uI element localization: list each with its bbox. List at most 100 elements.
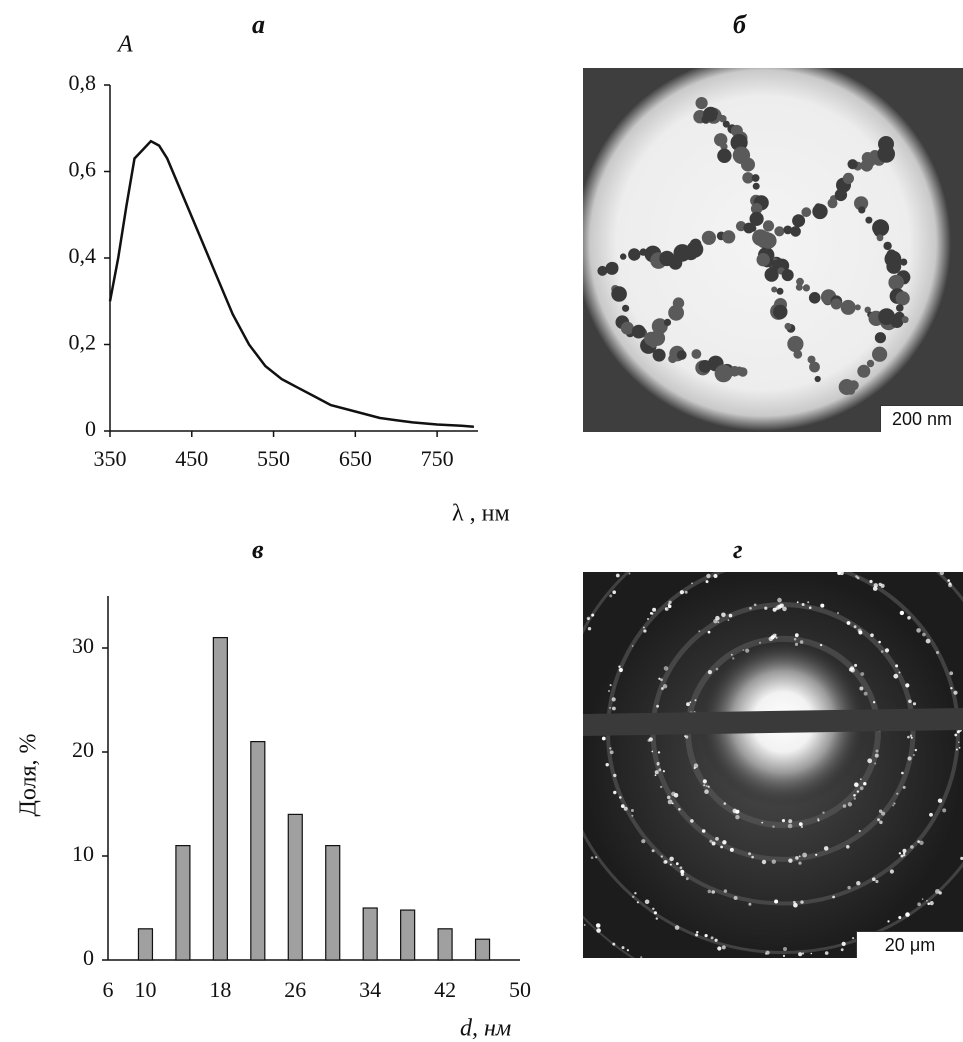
diffraction-spot <box>634 892 637 895</box>
diffraction-spot <box>596 928 601 933</box>
diffraction-spot <box>867 758 873 764</box>
nanoparticle <box>809 361 820 373</box>
diffraction-spot <box>852 937 855 940</box>
diffraction-spot <box>898 671 901 674</box>
diffraction-spot <box>655 917 658 920</box>
diffraction-spot <box>782 954 786 957</box>
diffraction-spot <box>621 946 625 950</box>
diffraction-spot <box>853 797 856 800</box>
diffraction-spot <box>695 933 699 937</box>
scale-bar-200nm: 200 nm <box>880 405 963 432</box>
diffraction-spot <box>714 938 718 942</box>
diffraction-spot <box>685 735 689 739</box>
nanoparticle <box>651 318 668 335</box>
nanoparticle <box>717 148 732 163</box>
nanoparticle <box>597 265 608 276</box>
diffraction-spot <box>675 862 679 866</box>
x-axis-title: d, нм <box>460 1016 511 1042</box>
diffraction-spot <box>921 898 924 900</box>
diffraction-spot <box>854 663 858 667</box>
x-tick-label: 18 <box>209 977 231 1002</box>
diffraction-spot <box>815 853 818 856</box>
diffraction-spot <box>713 619 718 624</box>
nanoparticle <box>808 292 821 304</box>
diffraction-spot <box>690 819 694 823</box>
diffraction-spot <box>880 650 884 653</box>
diffraction-spot <box>949 671 954 676</box>
diffraction-spot <box>935 889 940 894</box>
diffraction-spot <box>652 607 657 612</box>
x-tick-label: 750 <box>421 446 454 471</box>
nanoparticle <box>742 172 754 184</box>
nanoparticle <box>872 346 888 362</box>
diffraction-spot <box>647 739 651 742</box>
nanoparticle <box>741 157 755 172</box>
diffraction-spot <box>774 635 776 638</box>
diffraction-spot <box>772 825 775 828</box>
nanoparticle-chains <box>597 97 911 395</box>
diffraction-spot <box>796 601 799 604</box>
nanoparticle <box>620 253 627 260</box>
nanoparticle <box>695 97 708 110</box>
diffraction-spot <box>832 895 835 899</box>
diffraction-spot <box>651 750 654 753</box>
diffraction-spot <box>893 802 896 805</box>
diffraction-spot <box>630 809 634 812</box>
diffraction-spot <box>927 902 930 906</box>
nanoparticle <box>774 226 785 237</box>
diffraction-spot <box>956 730 960 734</box>
diffraction-spot <box>691 582 693 585</box>
y-tick-label: 30 <box>72 633 94 658</box>
diffraction-spot <box>887 920 890 923</box>
nanoparticle <box>672 297 685 309</box>
nanoparticle <box>649 330 666 346</box>
diffraction-spot <box>613 790 617 795</box>
diffraction-spot <box>679 866 683 870</box>
diffraction-spot <box>929 812 933 817</box>
diffraction-spot <box>824 951 829 955</box>
diffraction-spot <box>847 802 853 807</box>
y-tick-label: 0,8 <box>69 70 97 95</box>
nanoparticle <box>888 274 904 291</box>
diffraction-spot <box>908 699 912 704</box>
diffraction-spot <box>798 952 803 957</box>
diffraction-spot <box>878 809 883 813</box>
diffraction-spot <box>840 948 844 952</box>
diffraction-spot <box>626 949 629 952</box>
diffraction-spot <box>705 580 709 584</box>
nanoparticle <box>847 159 858 170</box>
diffraction-spot <box>613 773 617 778</box>
diffraction-spot <box>693 763 699 768</box>
nanoparticle <box>878 136 894 152</box>
y-tick-label: 0 <box>85 416 96 441</box>
diffraction-spot <box>671 791 676 796</box>
diffraction-spot <box>794 633 799 638</box>
diffraction-spot <box>715 836 719 841</box>
y-tick-label: 20 <box>72 737 94 762</box>
axes <box>107 596 520 961</box>
diffraction-spot <box>704 934 708 938</box>
diffraction-spot <box>721 612 726 618</box>
nanoparticle <box>752 182 760 190</box>
diffraction-spot <box>702 779 707 784</box>
diffraction-spot <box>748 852 752 856</box>
panel-letter-c: в <box>252 535 264 564</box>
diffraction-spot <box>801 952 805 955</box>
nanoparticle <box>896 304 904 312</box>
histogram-bar <box>325 845 341 961</box>
diffraction-spot <box>889 869 894 874</box>
diffraction-spot <box>764 606 768 610</box>
diffraction-spot <box>735 815 740 820</box>
diffraction-spot <box>902 848 907 853</box>
nanoparticle <box>807 355 816 364</box>
diffraction-spot <box>793 902 798 908</box>
y-tick-label: 10 <box>72 841 94 866</box>
diffraction-spot <box>654 770 659 775</box>
diffraction-spot <box>856 881 861 886</box>
diffraction-spot <box>853 625 857 629</box>
diffraction-spot <box>800 825 804 829</box>
nanoparticle <box>781 269 794 282</box>
x-tick-label: 350 <box>94 446 127 471</box>
nanoparticle <box>876 234 884 242</box>
